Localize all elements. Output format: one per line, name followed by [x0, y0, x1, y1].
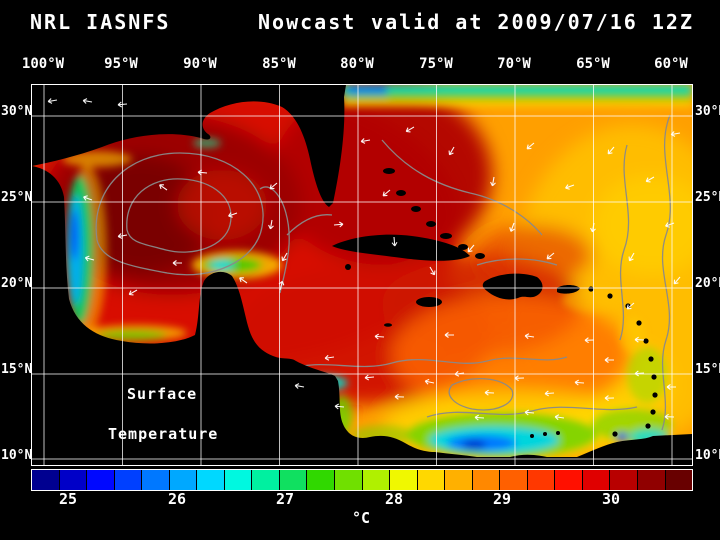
- colorbar-cell: [59, 470, 88, 490]
- colorbar-cell: [279, 470, 308, 490]
- lat-label-right: 15°N: [695, 362, 720, 377]
- lat-label-left: 25°N: [1, 190, 33, 205]
- colorbar-cell: [87, 470, 115, 490]
- map-panel: Surface Temperature: [31, 84, 693, 466]
- colorbar-tick: 26: [167, 490, 187, 508]
- colorbar-cell: [417, 470, 446, 490]
- colorbar-cell: [362, 470, 391, 490]
- lon-label: 80°W: [340, 56, 374, 72]
- colorbar-cell: [500, 470, 528, 490]
- lat-label-right: 20°N: [695, 276, 720, 291]
- colorbar-cell: [610, 470, 639, 490]
- lon-label: 70°W: [497, 56, 531, 72]
- colorbar-cell: [32, 470, 60, 490]
- lon-label: 90°W: [183, 56, 217, 72]
- map-annotation-temperature: Temperature: [108, 425, 219, 443]
- colorbar-tick: 29: [492, 490, 512, 508]
- lat-label-left: 30°N: [1, 104, 33, 119]
- colorbar-cell: [555, 470, 583, 490]
- lat-label-right: 10°N: [695, 448, 720, 463]
- colorbar-cell: [142, 470, 170, 490]
- colorbar-cell: [114, 470, 143, 490]
- colorbar-cell: [472, 470, 501, 490]
- colorbar-tick: 28: [384, 490, 404, 508]
- colorbar-cell: [335, 470, 363, 490]
- lat-label-right: 25°N: [695, 190, 720, 205]
- lon-label: 100°W: [21, 56, 65, 72]
- lon-label: 60°W: [654, 56, 688, 72]
- grid-lines: [32, 85, 692, 465]
- lon-label: 65°W: [576, 56, 610, 72]
- map-annotation-surface: Surface: [127, 385, 198, 403]
- colorbar-unit: °C: [351, 509, 371, 527]
- colorbar-cell: [390, 470, 418, 490]
- colorbar-cell: [224, 470, 253, 490]
- colorbar-tick: 30: [601, 490, 621, 508]
- lon-label: 95°W: [104, 56, 138, 72]
- colorbar-tick: 27: [275, 490, 295, 508]
- colorbar-cell: [582, 470, 611, 490]
- colorbar-cell: [197, 470, 225, 490]
- lon-label: 85°W: [262, 56, 296, 72]
- lon-label: 75°W: [419, 56, 453, 72]
- lat-label-right: 30°N: [695, 104, 720, 119]
- colorbar-cell: [307, 470, 336, 490]
- colorbar-cell: [445, 470, 473, 490]
- colorbar-cell: [252, 470, 280, 490]
- contour-lines: [95, 114, 671, 431]
- lat-label-left: 15°N: [1, 362, 33, 377]
- sst-map-svg: [32, 85, 692, 465]
- colorbar-tick: 25: [58, 490, 78, 508]
- title-product: Nowcast: [258, 10, 357, 34]
- colorbar-cell: [527, 470, 556, 490]
- colorbar-cell: [638, 470, 666, 490]
- lat-label-left: 10°N: [1, 448, 33, 463]
- colorbar: [31, 469, 693, 491]
- title-valid-time: valid at 2009/07/16 12Z: [371, 10, 694, 34]
- title-model: NRL IASNFS: [30, 10, 171, 34]
- lat-label-left: 20°N: [1, 276, 33, 291]
- colorbar-cell: [169, 470, 198, 490]
- colorbar-cell: [665, 470, 693, 490]
